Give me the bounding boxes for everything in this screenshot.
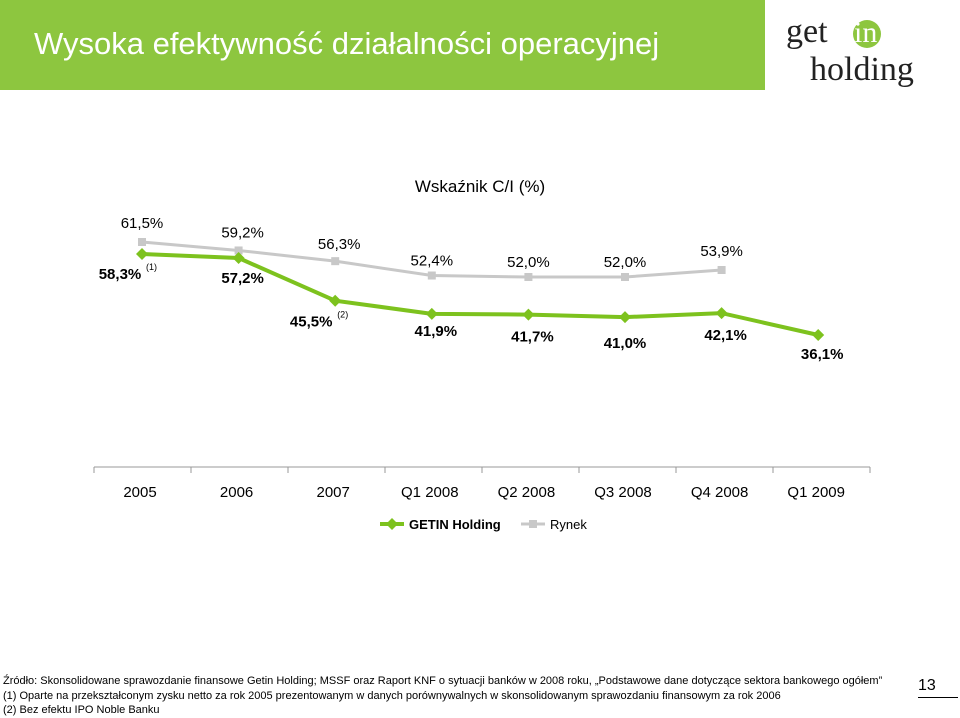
- footnote-1: (1) Oparte na przekształconym zysku nett…: [3, 689, 781, 702]
- x-tick-label: 2006: [220, 484, 253, 501]
- getin-series: [136, 248, 825, 341]
- getin-point: [812, 329, 825, 341]
- getin-point: [425, 307, 438, 320]
- logo-get-text: get: [786, 13, 828, 50]
- market-point: [234, 246, 243, 255]
- legend-getin-marker: [386, 518, 398, 530]
- getin-point: [619, 311, 631, 324]
- getin-point: [136, 248, 148, 260]
- source-notes: Źródło: Skonsolidowane sprawozdanie fina…: [3, 674, 882, 718]
- getin-data-label: 41,7%: [511, 329, 554, 346]
- market-data-label: 56,3%: [318, 236, 361, 253]
- getin-data-label: 36,1%: [801, 346, 844, 363]
- legend: GETIN Holding Rynek: [380, 517, 587, 532]
- getin-data-label: 58,3%: [99, 266, 142, 283]
- getin-data-label: 41,0%: [604, 335, 647, 352]
- source-text: Źródło: Skonsolidowane sprawozdanie fina…: [3, 675, 883, 687]
- page-number: 13: [918, 677, 936, 694]
- x-tick-label: Q1 2009: [787, 484, 845, 501]
- legend-getin-label: GETIN Holding: [409, 517, 501, 532]
- market-point: [138, 238, 146, 246]
- chart-title: Wskaźnik C/I (%): [415, 177, 545, 196]
- legend-market-marker: [529, 520, 537, 528]
- ci-ratio-chart: Wskaźnik C/I (%) 2005 2006 2007 Q1 2008 Q2 2…: [93, 177, 871, 532]
- x-tick-label: 2005: [123, 484, 156, 501]
- getin-point: [715, 307, 728, 320]
- market-data-label: 52,0%: [604, 254, 647, 271]
- x-axis: 2005 2006 2007 Q1 2008 Q2 2008 Q3 2008 Q4 2008…: [93, 466, 871, 501]
- getin-line: [141, 252, 819, 337]
- logo-holding-text: holding: [810, 51, 914, 88]
- market-point: [331, 257, 340, 266]
- getin-data-label: 57,2%: [221, 270, 264, 287]
- x-tick-label: Q3 2008: [594, 484, 652, 501]
- market-data-label: 61,5%: [121, 215, 164, 232]
- market-point: [524, 273, 533, 281]
- logo-in-text: in: [854, 16, 877, 49]
- x-tick-label: 2007: [317, 484, 350, 501]
- x-tick-label: Q2 2008: [498, 484, 556, 501]
- market-data-label: 52,0%: [507, 254, 550, 271]
- getin-data-label: 42,1%: [704, 327, 747, 344]
- getin-data-label: 45,5%: [290, 314, 333, 331]
- slide-title: Wysoka efektywność działalności operacyj…: [34, 26, 660, 61]
- footnote-2: (2) Bez efektu IPO Noble Banku: [3, 704, 160, 717]
- page-number-underline: [918, 697, 958, 698]
- getin-data-label: 41,9%: [415, 323, 458, 340]
- x-tick-label: Q1 2008: [401, 484, 459, 501]
- footnote-marker: (1): [146, 262, 157, 272]
- legend-market-label: Rynek: [550, 517, 587, 532]
- getin-point: [329, 294, 342, 307]
- footnote-marker: (2): [337, 310, 348, 320]
- market-series: [138, 238, 726, 281]
- getin-point: [522, 308, 535, 321]
- market-data-label: 53,9%: [700, 243, 743, 260]
- x-tick-label: Q4 2008: [691, 484, 749, 501]
- header-bar: Wysoka efektywność działalności operacyj…: [0, 0, 765, 90]
- market-point: [427, 271, 436, 280]
- getin-holding-logo: get in holding: [786, 13, 914, 88]
- getin-point: [232, 252, 245, 265]
- market-point: [717, 266, 726, 274]
- data-labels: 61,5% 59,2% 56,3% 52,4% 52,0% 52,0% 53,9% 58,3%…: [99, 215, 844, 363]
- market-data-label: 59,2%: [221, 224, 264, 241]
- market-data-label: 52,4%: [411, 253, 454, 270]
- market-point: [621, 273, 629, 281]
